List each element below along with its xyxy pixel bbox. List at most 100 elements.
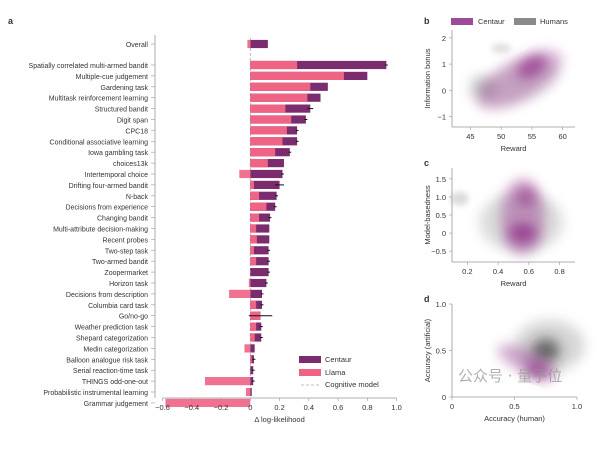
category-label: Decisions from experience — [66, 205, 149, 212]
category-label: Columbia card task — [88, 303, 148, 310]
y-tick-label: −1 — [437, 113, 446, 122]
bar-llama — [250, 246, 254, 255]
bar-centaur — [250, 235, 270, 244]
bar-centaur — [250, 344, 255, 353]
legend: Centaur Llama Cognitive model — [299, 355, 379, 389]
bar-centaur — [250, 387, 252, 397]
watermark: 公众号 · 量子位 — [458, 367, 563, 385]
bar-centaur — [250, 60, 387, 70]
category-label: Serial reaction-time task — [73, 368, 149, 375]
x-tick-label: 50 — [497, 132, 505, 141]
y-tick-label: 1.0 — [436, 300, 446, 309]
y-tick-label: 0 — [442, 229, 446, 238]
legend-swatch-centaur — [451, 18, 473, 25]
x-tick-label: 0.8 — [362, 403, 372, 412]
bar-centaur — [250, 213, 271, 222]
category-label: Go/no-go — [119, 314, 148, 321]
category-label: Multi-attribute decision-making — [53, 227, 148, 234]
category-label: Horizon task — [109, 281, 148, 288]
category-label: Intertemporal choice — [85, 172, 149, 179]
bar-llama — [250, 213, 260, 222]
category-label: Digit span — [117, 118, 148, 125]
x-tick-label: 0 — [450, 402, 454, 411]
category-label: Overall — [126, 42, 149, 49]
bar-llama — [250, 159, 268, 168]
x-tick-label: −0.6 — [155, 403, 170, 412]
x-tick-label: 0.8 — [554, 267, 564, 276]
category-label: CPC18 — [125, 128, 148, 135]
bar-llama — [250, 333, 255, 342]
category-label: THINGS odd-one-out — [82, 379, 148, 386]
bar-llama — [165, 398, 251, 407]
legend-swatch-humans — [514, 18, 536, 25]
category-label: Two-armed bandit — [92, 259, 148, 266]
bar-centaur — [250, 355, 254, 364]
bar-centaur — [250, 333, 262, 342]
humans-density — [491, 43, 512, 54]
x-tick-label: 0.2 — [274, 403, 284, 412]
bar-llama — [250, 257, 257, 266]
legend-label-llama: Llama — [325, 368, 346, 377]
bar-llama — [247, 39, 251, 49]
y-tick-label: 2 — [442, 34, 446, 43]
bar-centaur — [250, 268, 269, 277]
centaur-density — [508, 223, 537, 244]
bar-llama — [250, 93, 308, 102]
bar-centaur — [250, 191, 277, 200]
category-label: Conditional associative learning — [50, 139, 149, 146]
bar-llama — [250, 148, 276, 157]
x-axis-label: Accuracy (human) — [484, 414, 545, 423]
panel-label-d: d — [424, 294, 430, 304]
bar-llama — [250, 180, 254, 189]
category-label: Shepard categorization — [76, 336, 148, 343]
bar-llama — [250, 202, 267, 211]
legend-label-centaur: Centaur — [478, 17, 505, 26]
category-label: Grammar judgement — [84, 401, 148, 408]
y-axis-label: Model-basedness — [423, 185, 432, 244]
category-label: Multitask reinforcement learning — [49, 96, 148, 103]
x-tick-label: −0.4 — [184, 403, 199, 412]
x-tick-label: 45 — [466, 132, 474, 141]
x-axis-label: Reward — [501, 144, 527, 153]
panel-label-b: b — [424, 16, 430, 26]
bar-llama — [250, 115, 292, 124]
category-label: Structured bandit — [95, 107, 148, 114]
bar-llama — [239, 169, 251, 179]
bar-llama — [250, 355, 252, 364]
bar-centaur — [250, 257, 269, 266]
category-label: Two-step task — [105, 248, 149, 255]
category-label: Changing bandit — [97, 216, 148, 223]
bar-llama — [245, 387, 251, 397]
category-label: Drifting four-armed bandit — [69, 183, 148, 190]
x-tick-label: −0.2 — [214, 403, 229, 412]
category-label: Balloon analogue risk task — [66, 357, 148, 364]
x-tick-label: 0.2 — [462, 267, 472, 276]
bar-llama — [204, 377, 251, 386]
category-label: Weather prediction task — [75, 325, 149, 332]
x-tick-label: 60 — [559, 132, 567, 141]
y-tick-label: 0 — [442, 86, 446, 95]
bar-centaur — [250, 180, 280, 189]
category-label: Zoopermarket — [104, 270, 148, 277]
x-tick-label: 0.5 — [509, 402, 519, 411]
centaur-density — [517, 55, 547, 78]
bar-llama — [250, 137, 283, 146]
bar-centaur — [250, 289, 263, 298]
x-tick-label: 0.6 — [524, 267, 534, 276]
centaur-density — [516, 186, 535, 207]
legend: Centaur Humans — [451, 17, 568, 26]
x-axis-label: Δ log-likelihood — [254, 415, 304, 424]
y-axis-label: Information bonus — [423, 48, 432, 108]
category-label: Decisions from description — [66, 292, 148, 299]
bar-llama — [250, 71, 344, 80]
y-tick-label: 0 — [442, 393, 446, 402]
bar-centaur — [250, 246, 269, 255]
panel-label-a: a — [8, 16, 14, 26]
density-panel-c: 0.2 0.4 0.6 0.8 1.5 1.0 0.5 0 −0.5 Reward Model-ba… — [423, 168, 575, 288]
bar-llama — [250, 82, 311, 91]
x-tick-label: 0 — [248, 403, 252, 412]
legend-label-humans: Humans — [540, 17, 568, 26]
density-panel-d: 0 0.5 1.0 1.0 0.5 0 Accuracy (human) Accuracy (… — [423, 300, 585, 423]
category-label: Medin categorization — [83, 346, 148, 353]
